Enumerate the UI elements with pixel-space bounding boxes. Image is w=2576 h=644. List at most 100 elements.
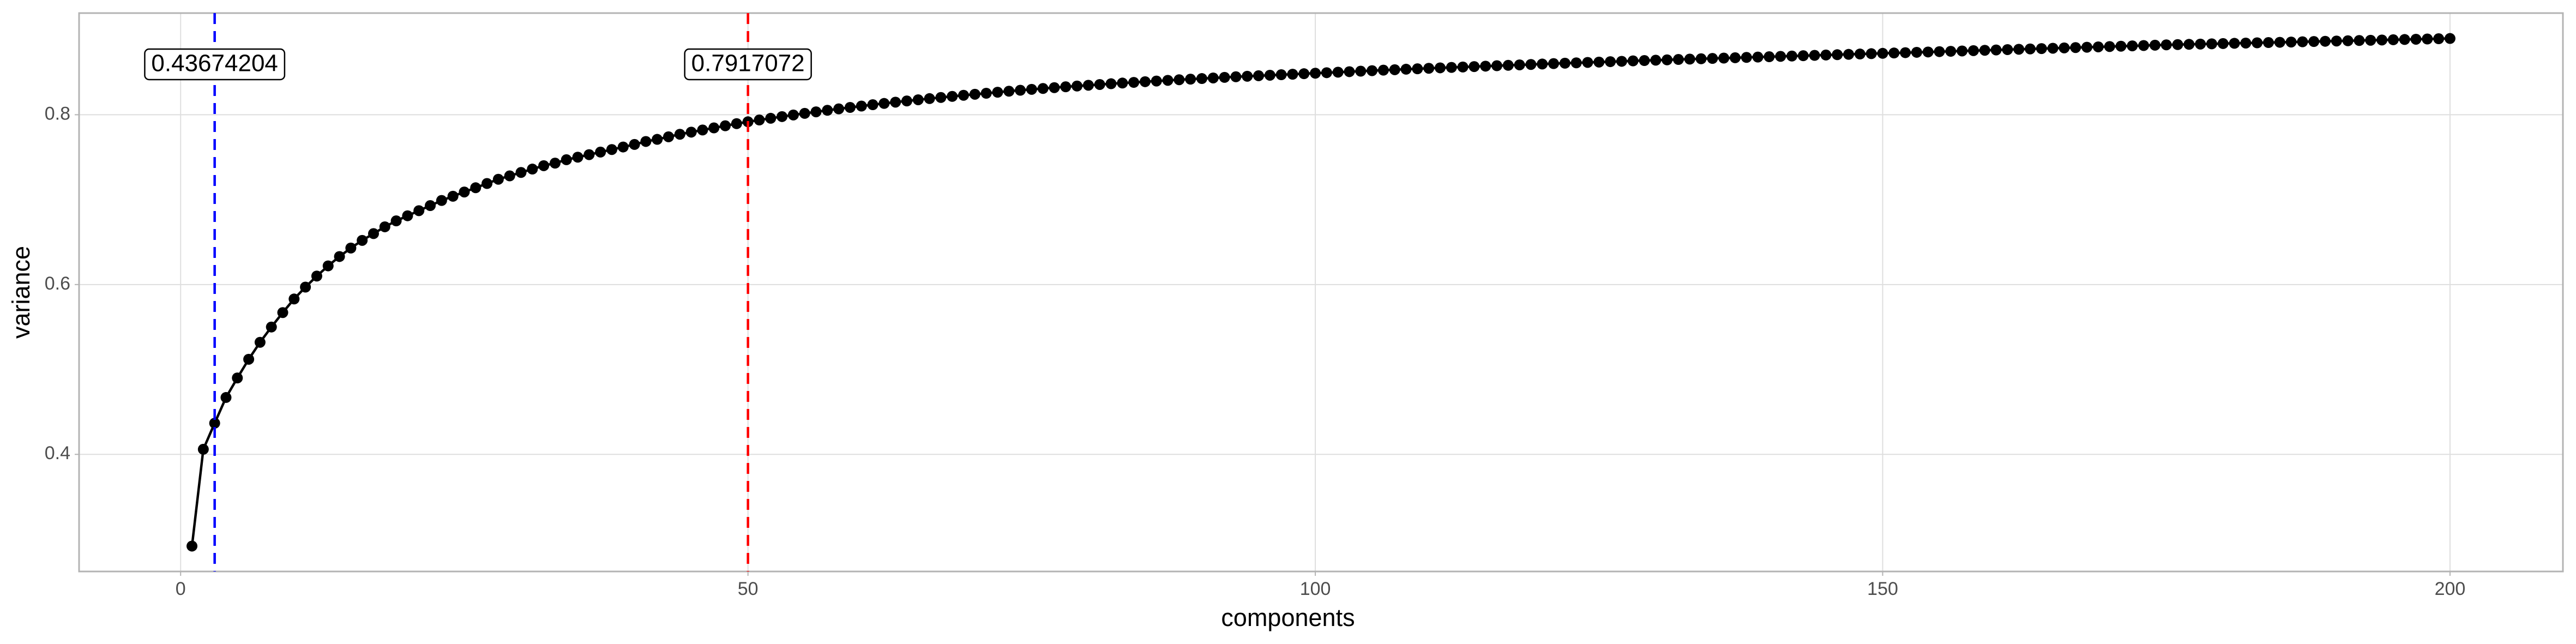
data-point <box>1026 83 1037 95</box>
data-point <box>2331 35 2342 47</box>
data-point <box>1684 53 1695 65</box>
data-point <box>1003 86 1015 97</box>
data-point <box>2047 43 2059 54</box>
data-point <box>1865 48 1877 59</box>
y-tick-label: 0.6 <box>45 273 70 294</box>
data-point <box>1219 71 1230 83</box>
data-point <box>1730 52 1741 63</box>
data-point <box>1355 65 1367 77</box>
data-point <box>822 105 833 116</box>
data-point <box>1582 57 1593 68</box>
data-point <box>1843 49 1855 60</box>
data-point <box>515 167 527 178</box>
data-point <box>924 93 935 104</box>
data-point <box>1650 55 1662 66</box>
data-point <box>368 228 379 239</box>
data-point <box>2433 33 2445 45</box>
data-point <box>322 260 334 272</box>
data-point <box>266 321 277 333</box>
data-point <box>2092 41 2104 52</box>
data-point <box>220 392 232 403</box>
data-point <box>1820 49 1832 61</box>
x-tick-label: 100 <box>1300 579 1331 599</box>
y-tick-label: 0.4 <box>45 443 70 464</box>
data-point <box>1662 54 1673 65</box>
data-point <box>1775 51 1786 62</box>
data-point <box>947 91 958 102</box>
data-point <box>935 92 947 103</box>
data-point <box>1593 56 1605 68</box>
data-point <box>1242 70 1253 82</box>
x-tick-label: 200 <box>2435 579 2466 599</box>
annotation-label: 0.43674204 <box>151 50 278 77</box>
data-point <box>1037 83 1049 94</box>
data-point <box>663 131 675 142</box>
data-point <box>1605 56 1616 68</box>
data-point <box>1911 46 1922 58</box>
data-point <box>482 178 493 189</box>
data-point <box>1809 50 1820 61</box>
data-point <box>629 139 640 150</box>
data-point <box>1741 52 1752 63</box>
data-point <box>2252 37 2263 49</box>
data-point <box>1446 62 1457 73</box>
data-point <box>504 170 515 182</box>
data-point <box>1434 62 1446 74</box>
data-point <box>277 307 288 318</box>
data-point <box>2410 33 2422 45</box>
data-point <box>1639 55 1650 67</box>
data-point <box>833 103 845 115</box>
data-point <box>470 182 482 194</box>
data-point <box>708 122 720 134</box>
data-point <box>992 87 1003 98</box>
data-point <box>697 124 708 136</box>
data-point <box>390 215 402 227</box>
data-point <box>617 141 629 153</box>
data-point <box>731 118 742 129</box>
data-point <box>2059 42 2070 53</box>
data-point <box>1537 58 1548 70</box>
data-point <box>561 154 572 165</box>
data-point <box>2081 41 2093 53</box>
data-point <box>402 210 413 221</box>
data-point <box>606 144 617 155</box>
data-point <box>1128 77 1140 88</box>
data-point <box>2240 37 2252 49</box>
data-point <box>197 443 209 455</box>
data-point <box>2195 38 2206 50</box>
data-point <box>2320 35 2331 47</box>
data-point <box>901 95 912 107</box>
data-point <box>1151 75 1162 87</box>
data-point <box>1105 78 1117 89</box>
data-point <box>1072 80 1083 92</box>
data-point <box>1854 49 1865 60</box>
data-point <box>856 100 867 112</box>
data-point <box>1230 71 1242 82</box>
data-point <box>538 160 550 171</box>
data-point <box>1367 65 1378 76</box>
data-point <box>844 102 856 113</box>
data-point <box>1502 59 1514 71</box>
data-point <box>1934 46 1945 57</box>
data-point <box>2422 33 2433 45</box>
x-tick-label: 50 <box>738 579 759 599</box>
data-point <box>1264 69 1275 81</box>
data-point <box>1457 61 1468 73</box>
data-point <box>2399 34 2410 45</box>
data-point <box>436 195 447 206</box>
data-point <box>1559 57 1570 69</box>
data-point <box>1672 54 1684 65</box>
data-point <box>878 98 890 109</box>
data-point <box>1162 75 1173 86</box>
x-tick-label: 0 <box>176 579 186 599</box>
data-point <box>2229 38 2240 49</box>
data-point <box>527 164 538 175</box>
data-point <box>583 149 595 160</box>
data-point <box>1832 49 1843 61</box>
data-point <box>1310 68 1321 79</box>
data-point <box>572 152 583 163</box>
data-point <box>2138 40 2150 51</box>
data-point <box>254 336 266 348</box>
